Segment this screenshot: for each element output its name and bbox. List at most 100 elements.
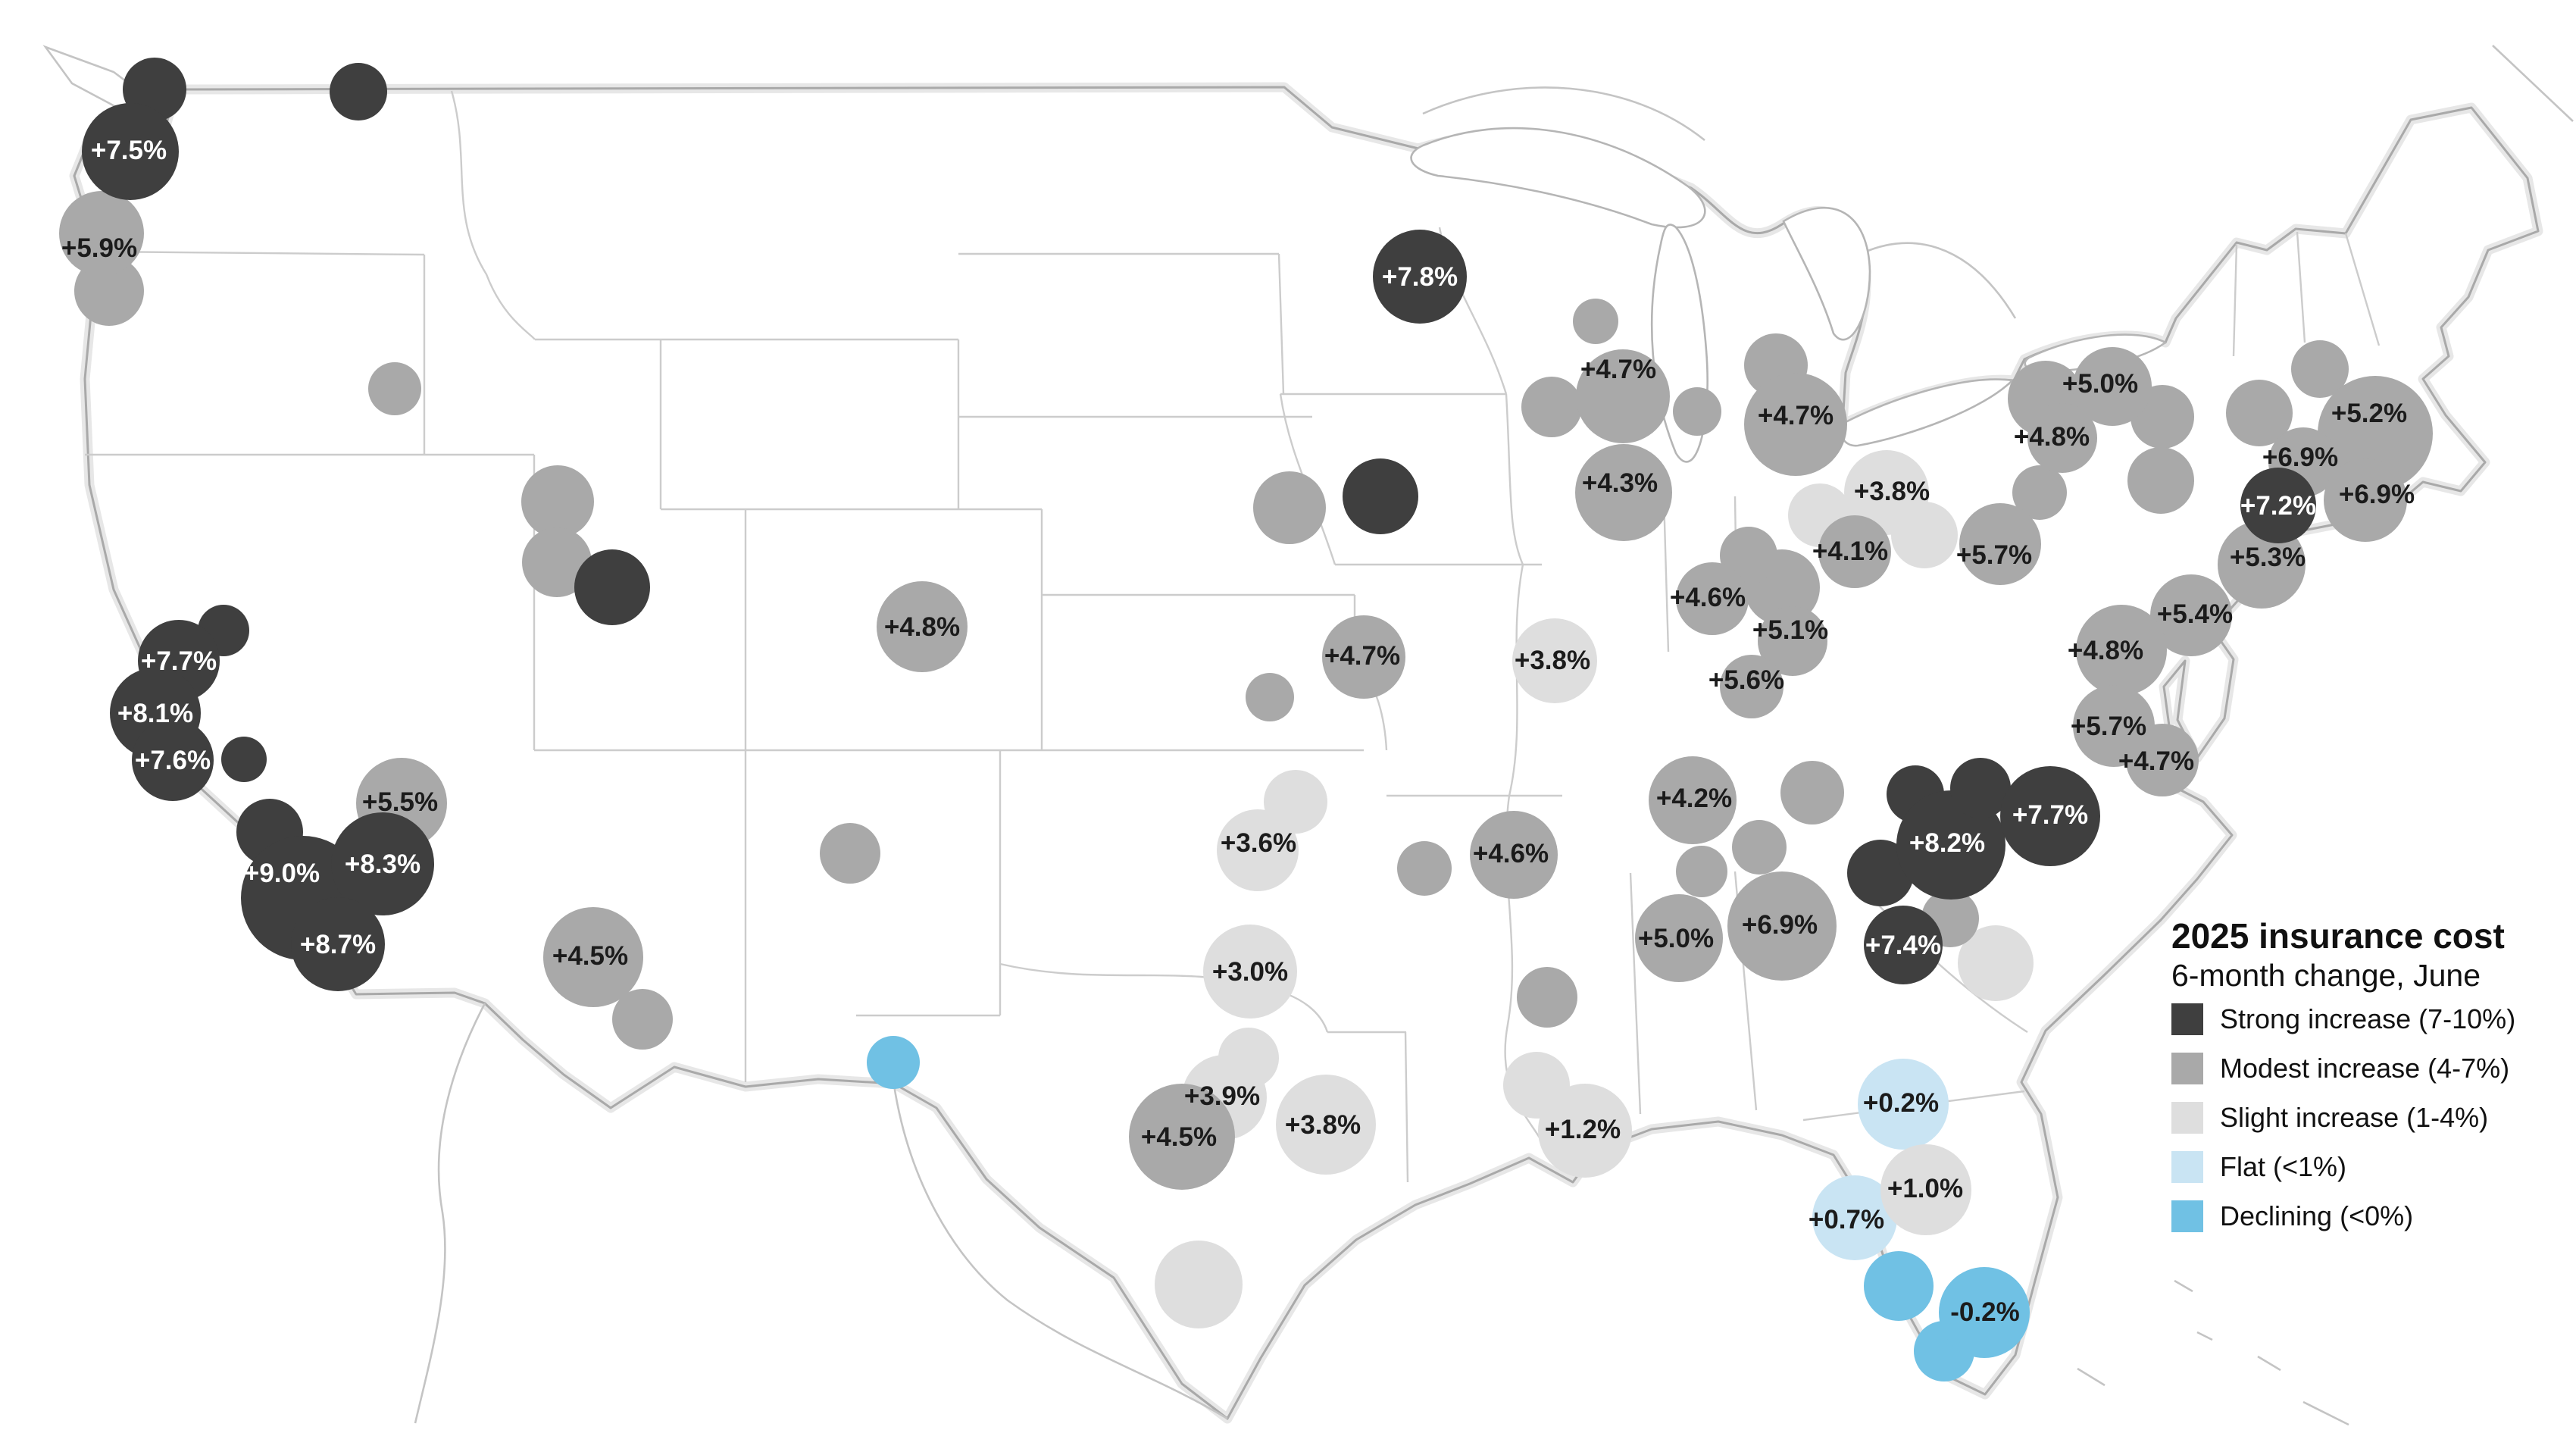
- bubble-value-label: +4.1%: [1812, 537, 1888, 566]
- metro-bubble: [221, 737, 267, 782]
- bubbles-layer: [59, 58, 2433, 1381]
- metro-bubble: [2291, 340, 2349, 398]
- bubble-value-label: +3.9%: [1184, 1081, 1260, 1111]
- bubble-value-label: +0.7%: [1809, 1205, 1884, 1234]
- bubble-value-label: +7.2%: [2240, 491, 2316, 521]
- metro-bubble: [1635, 894, 1723, 982]
- bubble-value-label: +4.8%: [2014, 422, 2090, 452]
- metro-bubble: [1744, 373, 1847, 476]
- bubble-labels-layer: +7.5% +7.8% +7.7% +8.1% +7.6% +9.0% +8.3% +8.7%…: [61, 136, 2415, 1327]
- metro-bubble: [1512, 618, 1597, 703]
- bubble-value-label: +7.7%: [141, 646, 217, 676]
- metro-bubble: [1673, 387, 1721, 436]
- metro-bubble: [1470, 811, 1558, 899]
- metro-bubble: [2000, 766, 2100, 866]
- metro-bubble: [1844, 450, 1929, 535]
- bubble-value-label: +7.5%: [91, 136, 167, 165]
- lake-erie: [1840, 378, 2015, 447]
- metro-bubble: [2027, 403, 2097, 473]
- metro-bubble: [1720, 655, 1784, 718]
- metro-bubble: [2012, 465, 2067, 520]
- legend-swatch-strong: [2171, 1003, 2203, 1035]
- metro-bubble: [331, 812, 434, 915]
- metro-bubble: [82, 103, 179, 200]
- metro-bubble: [1732, 820, 1787, 875]
- metro-bubble: [2126, 724, 2199, 796]
- legend-swatch-modest: [2171, 1052, 2203, 1084]
- metro-bubble: [1276, 1075, 1376, 1175]
- bubble-value-label: +4.7%: [1758, 401, 1834, 430]
- legend-label-flat: Flat (<1%): [2220, 1150, 2347, 1182]
- bubble-value-label: +8.3%: [345, 850, 420, 879]
- bubble-value-label: +5.6%: [1708, 665, 1784, 695]
- metro-bubble: [132, 719, 214, 801]
- metro-bubble: [1812, 1175, 1897, 1260]
- metro-bubble: [2226, 380, 2293, 446]
- bubble-value-label: +4.5%: [1141, 1122, 1217, 1152]
- legend-item-strong: Strong increase (7-10%): [2171, 994, 2565, 1044]
- legend-label-declining: Declining (<0%): [2220, 1200, 2414, 1231]
- metro-bubble: [1959, 503, 2041, 585]
- legend-item-modest: Modest increase (4-7%): [2171, 1044, 2565, 1093]
- legend-swatch-flat: [2171, 1150, 2203, 1183]
- legend-items: Strong increase (7-10%) Modest increase (…: [2171, 994, 2565, 1241]
- metro-bubble: [1649, 756, 1737, 844]
- metro-bubble: [1858, 1059, 1949, 1150]
- metro-bubble: [612, 989, 673, 1050]
- bubble-value-label: +7.4%: [1865, 931, 1941, 960]
- metro-bubble: [521, 465, 594, 538]
- state-borders: [85, 90, 2381, 1183]
- metro-bubble: [543, 907, 643, 1007]
- bubble-value-label: +4.6%: [1473, 839, 1549, 868]
- bubble-value-label: +8.2%: [1909, 828, 1985, 858]
- bubble-value-label: +5.4%: [2157, 599, 2233, 629]
- bubble-value-label: +4.7%: [2118, 746, 2194, 776]
- metro-bubble: [368, 362, 421, 415]
- bubble-value-label: +5.2%: [2331, 399, 2407, 428]
- legend-item-flat: Flat (<1%): [2171, 1142, 2565, 1191]
- bubble-value-label: +9.0%: [244, 859, 320, 888]
- metro-bubble: [2150, 574, 2232, 656]
- legend-swatch-slight: [2171, 1101, 2203, 1134]
- metro-bubble: [1880, 1144, 1971, 1235]
- bubble-value-label: +1.0%: [1887, 1174, 1963, 1203]
- metro-bubble: [1575, 444, 1672, 541]
- bubble-value-label: -0.2%: [1950, 1297, 2019, 1327]
- metro-bubble: [1780, 761, 1844, 824]
- metro-bubble: [1958, 925, 2034, 1001]
- legend-item-slight: Slight increase (1-4%): [2171, 1093, 2565, 1142]
- legend-label-modest: Modest increase (4-7%): [2220, 1052, 2510, 1084]
- bubble-value-label: +7.7%: [2012, 800, 2088, 830]
- metro-bubble: [522, 527, 592, 597]
- metro-bubble: [2127, 447, 2194, 514]
- bubble-value-label: +5.1%: [1752, 615, 1828, 645]
- metro-bubble: [1950, 758, 2011, 818]
- metro-bubble: [2318, 376, 2433, 491]
- metro-bubble: [1343, 458, 1418, 534]
- bubble-value-label: +8.7%: [300, 930, 376, 959]
- legend-swatch-declining: [2171, 1200, 2203, 1232]
- bubble-value-label: +4.2%: [1656, 784, 1732, 813]
- metro-bubble: [1538, 1084, 1632, 1178]
- metro-bubble: [330, 63, 387, 120]
- legend: 2025 insurance cost 6-month change, June…: [2171, 915, 2565, 1241]
- metro-bubble: [1129, 1084, 1235, 1190]
- bubble-value-label: +5.5%: [362, 787, 438, 817]
- legend-item-declining: Declining (<0%): [2171, 1191, 2565, 1241]
- bubble-value-label: +3.6%: [1221, 828, 1296, 858]
- bubble-value-label: +6.9%: [2339, 480, 2415, 509]
- metro-bubble: [2073, 347, 2152, 426]
- lake-huron: [1782, 207, 1871, 341]
- metro-bubble: [1253, 471, 1326, 544]
- metro-bubble: [1397, 841, 1452, 896]
- bubble-value-label: +5.7%: [1956, 540, 2032, 570]
- metro-bubble: [1818, 515, 1891, 588]
- metro-bubble: [2076, 605, 2167, 696]
- metro-bubble: [1727, 871, 1837, 981]
- bubble-value-label: +4.8%: [884, 612, 960, 642]
- metro-bubble: [1576, 349, 1670, 443]
- bubble-value-label: +3.8%: [1854, 477, 1930, 506]
- bubble-value-label: +4.3%: [1582, 468, 1658, 498]
- bubble-value-label: +5.3%: [2230, 543, 2306, 572]
